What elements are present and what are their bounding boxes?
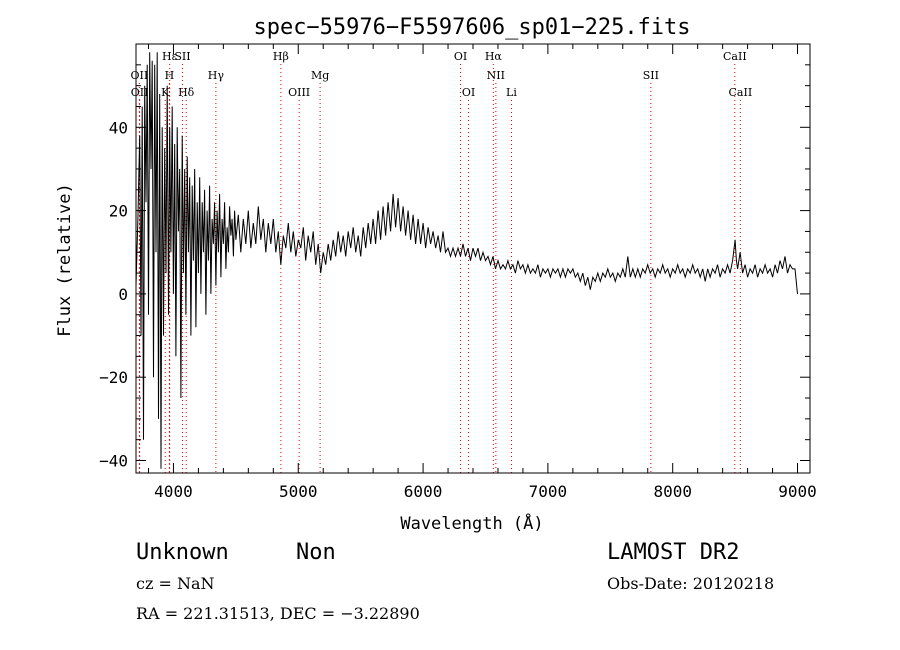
x-axis-label: Wavelength (Å) [400, 512, 543, 534]
y-tick-label: −40 [99, 452, 128, 471]
spectral-line-labels: HεOIIOIIHKSIIHδHγHβOIIIMgOIOIHαNIILiSIIC… [131, 50, 753, 99]
x-tick-label: 7000 [529, 482, 568, 501]
spectral-line-label: SII [643, 69, 659, 82]
spectral-line-label: Hδ [178, 86, 195, 99]
y-tick-label: 40 [109, 118, 128, 137]
x-tick-label: 4000 [154, 482, 193, 501]
x-tick-label: 8000 [653, 482, 692, 501]
plot-frame [135, 43, 811, 474]
survey-label: LAMOST DR2 [607, 540, 740, 565]
spectral-line-markers [138, 64, 741, 473]
spectral-line-label: CaII [729, 86, 753, 99]
spectral-line-label: NII [487, 69, 505, 82]
class-label: Unknown [136, 540, 229, 565]
spectral-line-label: OI [454, 50, 467, 63]
y-tick-label: 0 [118, 285, 128, 304]
redshift-text: cz = NaN [136, 574, 215, 593]
spectral-line-label: OIII [288, 86, 310, 99]
subclass-label: Non [296, 540, 336, 565]
spectrum-series [135, 52, 798, 469]
radec-text: RA = 221.31513, DEC = −3.22890 [136, 604, 420, 623]
x-tick-label: 9000 [778, 482, 817, 501]
obs-date-text: Obs-Date: 20120218 [607, 574, 775, 593]
spectral-line-label: OII [131, 86, 149, 99]
spectrum-line [135, 52, 798, 469]
spectral-line-label: Li [506, 86, 517, 99]
spectral-line-label: Hβ [273, 50, 289, 63]
spectral-line-label: Hγ [208, 69, 225, 82]
y-tick-label: 20 [109, 202, 128, 221]
spectral-line-label: H [165, 69, 175, 82]
spectral-line-label: OII [131, 69, 149, 82]
y-axis-ticks: −40 −20 0 20 40 [99, 64, 810, 471]
spectral-line-label: CaII [723, 50, 747, 63]
x-axis-ticks: 4000 5000 6000 7000 8000 9000 [147, 44, 817, 501]
x-tick-label: 5000 [279, 482, 318, 501]
chart-title: spec−55976−F5597606_sp01−225.fits [253, 15, 690, 40]
y-axis-label: Flux (relative) [55, 183, 75, 337]
spectral-line-label: SII [174, 50, 190, 63]
spectral-line-label: K [161, 86, 170, 99]
spectral-line-label: Mg [311, 69, 329, 82]
y-tick-label: −20 [99, 368, 128, 387]
x-tick-label: 6000 [404, 482, 443, 501]
spectral-line-label: OI [462, 86, 475, 99]
spectral-line-label: Hα [485, 50, 503, 63]
